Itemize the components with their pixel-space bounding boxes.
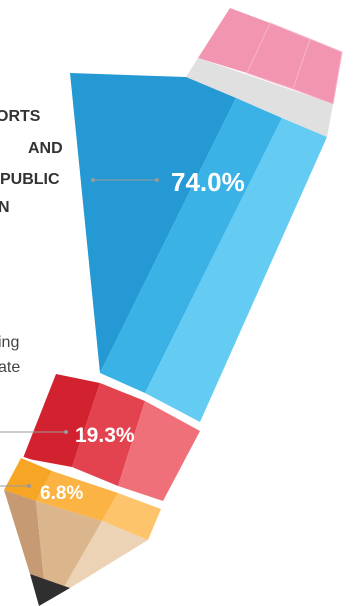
segment-blue-facet-3 <box>145 118 327 422</box>
label-6: 6.8% <box>40 483 83 504</box>
leader-line-blue <box>91 178 159 182</box>
leader-line-orange <box>0 484 31 488</box>
segment-blue-facet-1 <box>70 73 236 373</box>
leader-line-blue-end <box>155 178 159 182</box>
segment-orange-facet-3 <box>102 493 161 540</box>
segment-blue <box>70 73 327 422</box>
leader-line-blue-dot <box>91 178 95 182</box>
heading-line-1: ORTS <box>0 108 41 125</box>
segment-red-facet-1 <box>23 374 100 467</box>
eraser-stripe-1 <box>198 8 270 73</box>
segment-blue-facet-2 <box>100 98 282 393</box>
wood-tip <box>4 490 148 588</box>
leader-line-red-end <box>64 430 68 434</box>
subtext-line-2: ate <box>0 359 20 376</box>
pencil-lead <box>30 574 70 606</box>
wood-facet-2 <box>36 501 102 587</box>
divider-bottom <box>19 456 163 509</box>
label-74: 74.0% <box>171 167 245 197</box>
wood-facet-1 <box>4 490 44 580</box>
segment-red-facet-3 <box>118 401 200 501</box>
leader-line-red <box>0 430 68 434</box>
segment-orange <box>4 458 161 540</box>
wood-facet-3 <box>64 521 148 588</box>
eraser <box>198 8 343 105</box>
heading-line-3: PUBLIC <box>0 171 60 188</box>
metal-band <box>186 58 333 137</box>
segment-orange-facet-2 <box>36 471 118 521</box>
leader-line-orange-end <box>27 484 31 488</box>
heading-line-4: N <box>0 199 10 216</box>
subtext-line-1: ing <box>0 334 19 351</box>
label-19: 19.3% <box>75 424 135 447</box>
segment-red <box>23 374 200 501</box>
segment-red-facet-2 <box>72 383 145 486</box>
segment-orange-facet-1 <box>4 458 52 501</box>
heading-line-2: AND <box>28 140 63 157</box>
pencil-body <box>4 8 343 606</box>
leader-lines <box>0 178 159 488</box>
